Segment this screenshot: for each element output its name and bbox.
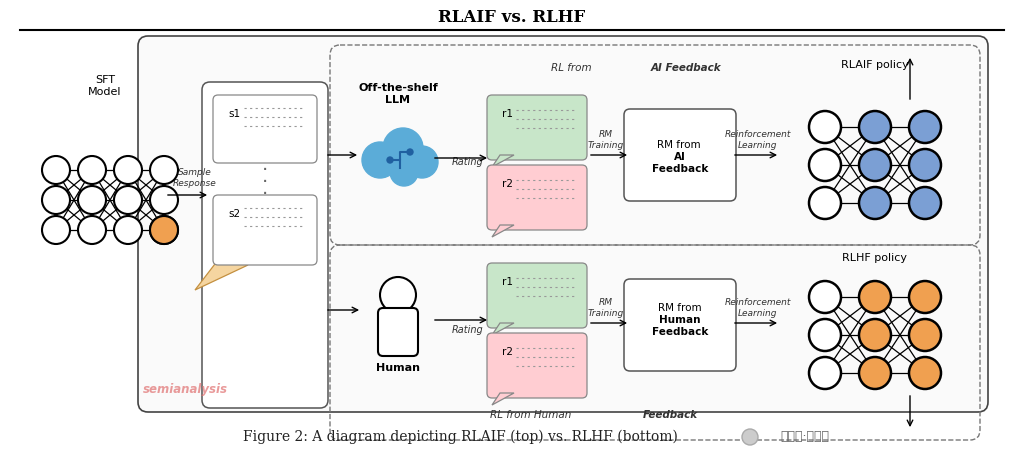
Text: AI Feedback: AI Feedback	[650, 63, 721, 73]
Circle shape	[859, 319, 891, 351]
Text: RLAIF policy: RLAIF policy	[841, 60, 909, 70]
Text: Rating: Rating	[452, 157, 483, 167]
Circle shape	[42, 216, 70, 244]
Circle shape	[150, 216, 178, 244]
Circle shape	[909, 357, 941, 389]
Text: RL from Human: RL from Human	[490, 410, 575, 420]
Text: Off-the-shelf
LLM: Off-the-shelf LLM	[358, 83, 438, 104]
Text: RLAIF vs. RLHF: RLAIF vs. RLHF	[438, 9, 586, 27]
Circle shape	[387, 157, 393, 163]
Circle shape	[78, 186, 106, 214]
Text: Human: Human	[659, 315, 700, 325]
Circle shape	[809, 357, 841, 389]
Circle shape	[407, 149, 413, 155]
FancyBboxPatch shape	[138, 36, 988, 412]
Text: Feedback: Feedback	[652, 164, 709, 174]
Circle shape	[383, 128, 423, 168]
Polygon shape	[492, 225, 514, 237]
Circle shape	[114, 156, 142, 184]
FancyBboxPatch shape	[202, 82, 328, 408]
Text: Sample
Response: Sample Response	[173, 168, 217, 188]
Circle shape	[909, 149, 941, 181]
Circle shape	[859, 111, 891, 143]
FancyBboxPatch shape	[487, 263, 587, 328]
Circle shape	[742, 429, 758, 445]
Circle shape	[859, 149, 891, 181]
Circle shape	[150, 156, 178, 184]
Circle shape	[809, 149, 841, 181]
Circle shape	[114, 186, 142, 214]
Circle shape	[380, 277, 416, 313]
Circle shape	[390, 158, 418, 186]
Text: RM from: RM from	[658, 303, 701, 313]
Text: RLHF policy: RLHF policy	[843, 253, 907, 263]
Circle shape	[809, 319, 841, 351]
FancyBboxPatch shape	[487, 165, 587, 230]
Circle shape	[42, 186, 70, 214]
Text: ·: ·	[262, 161, 268, 180]
Circle shape	[114, 216, 142, 244]
Text: RM
Training: RM Training	[588, 130, 624, 150]
Circle shape	[809, 187, 841, 219]
Text: s2: s2	[228, 209, 240, 219]
FancyBboxPatch shape	[213, 95, 317, 163]
Text: ·: ·	[262, 172, 268, 192]
Polygon shape	[492, 323, 514, 335]
Text: 公众号·量子位: 公众号·量子位	[780, 431, 829, 444]
Circle shape	[406, 146, 438, 178]
FancyBboxPatch shape	[487, 333, 587, 398]
Circle shape	[909, 111, 941, 143]
Text: s1: s1	[228, 109, 240, 119]
FancyBboxPatch shape	[487, 95, 587, 160]
Polygon shape	[492, 393, 514, 405]
Text: Reinforcement
Learning: Reinforcement Learning	[725, 130, 792, 150]
Text: Human: Human	[376, 363, 420, 373]
Circle shape	[362, 142, 398, 178]
Text: Rating: Rating	[452, 325, 483, 335]
Text: RM from: RM from	[656, 140, 703, 150]
Polygon shape	[195, 260, 248, 290]
FancyBboxPatch shape	[213, 195, 317, 265]
Circle shape	[909, 281, 941, 313]
Text: ·: ·	[262, 184, 268, 203]
FancyBboxPatch shape	[624, 109, 736, 201]
Circle shape	[150, 186, 178, 214]
Text: RL from: RL from	[551, 63, 595, 73]
Circle shape	[859, 357, 891, 389]
Circle shape	[150, 216, 178, 244]
Text: Feedback: Feedback	[642, 410, 697, 420]
Circle shape	[909, 187, 941, 219]
Circle shape	[78, 156, 106, 184]
Text: AI: AI	[674, 152, 686, 162]
Text: r2: r2	[502, 179, 513, 189]
Text: Figure 2: A diagram depicting RLAIF (top) vs. RLHF (bottom): Figure 2: A diagram depicting RLAIF (top…	[243, 430, 678, 444]
Text: SFT
Model: SFT Model	[88, 75, 122, 97]
Text: RM
Training: RM Training	[588, 298, 624, 318]
Circle shape	[809, 281, 841, 313]
Circle shape	[909, 319, 941, 351]
Text: r1: r1	[502, 109, 513, 119]
Text: Reinforcement
Learning: Reinforcement Learning	[725, 298, 792, 318]
Circle shape	[859, 281, 891, 313]
Text: r1: r1	[502, 277, 513, 287]
Circle shape	[809, 111, 841, 143]
Polygon shape	[492, 155, 514, 167]
Circle shape	[78, 216, 106, 244]
Circle shape	[859, 187, 891, 219]
Circle shape	[42, 156, 70, 184]
FancyBboxPatch shape	[378, 308, 418, 356]
Text: Feedback: Feedback	[652, 327, 709, 337]
Text: r2: r2	[502, 347, 513, 357]
FancyBboxPatch shape	[624, 279, 736, 371]
Text: semianalysis: semianalysis	[142, 383, 227, 396]
